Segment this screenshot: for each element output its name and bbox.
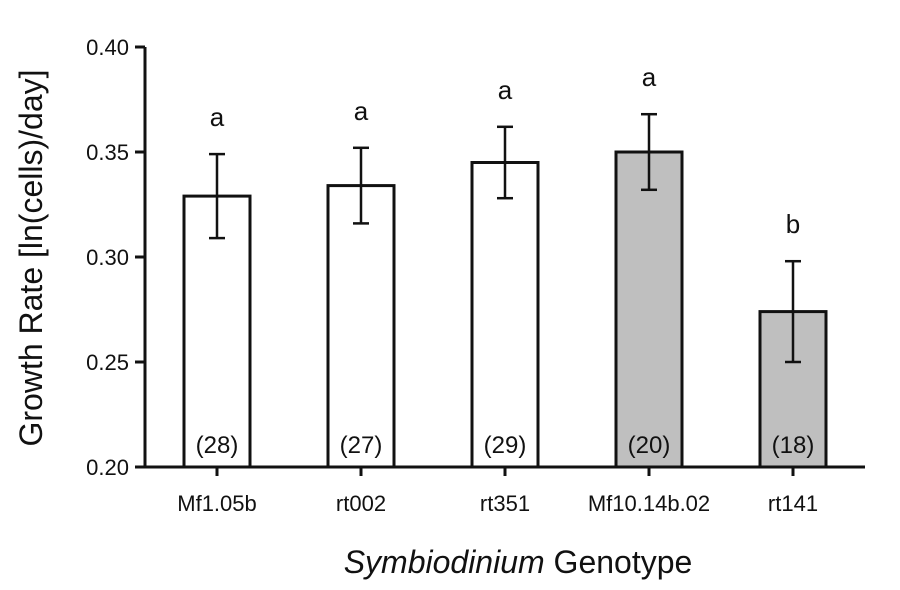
sample-size-label: (18) [772,432,815,459]
y-tick-label: 0.30 [86,245,129,270]
sample-size-label: (27) [340,432,383,459]
sample-size-label: (20) [628,432,671,459]
sample-size-label: (29) [484,432,527,459]
y-tick-label: 0.40 [86,35,129,60]
significance-label: a [642,62,657,92]
plot-area: 0.20 0.25 0.30 0.35 0.40 a (28) Mf1.05b a (27) rt0… [86,35,865,516]
y-tick-label: 0.20 [86,455,129,480]
bar [470,161,540,469]
bar [326,184,396,469]
y-axis-title: Growth Rate [ln(cells)/day] [13,69,49,446]
category-label: rt351 [480,491,530,516]
category-label: rt141 [768,491,818,516]
significance-label: a [210,102,225,132]
x-axis-title-italic: Symbiodinium [344,544,545,580]
category-label: Mf10.14b.02 [588,491,710,516]
sample-size-label: (28) [196,432,239,459]
y-tick-label: 0.25 [86,350,129,375]
y-tick-label: 0.35 [86,140,129,165]
bar [614,150,684,469]
significance-label: a [498,75,513,105]
significance-label: a [354,96,369,126]
significance-label: b [786,209,800,239]
x-axis-title-rest: Genotype [545,544,693,580]
category-label: Mf1.05b [177,491,257,516]
category-label: rt002 [336,491,386,516]
x-axis-title: Symbiodinium Genotype [344,544,693,580]
